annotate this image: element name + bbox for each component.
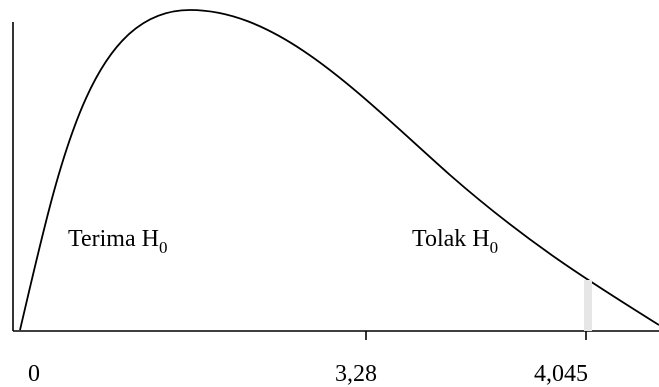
reject-region-subscript: 0 (490, 238, 499, 257)
tick-label-4-045: 4,045 (534, 361, 588, 387)
tick-label-3-28: 3,28 (335, 361, 377, 387)
density-curve (19, 9, 659, 331)
critical-value-marker (584, 280, 592, 331)
tick-label-origin: 0 (28, 361, 40, 387)
accept-region-text: Terima H (68, 226, 159, 252)
reject-region-text: Tolak H (412, 226, 490, 252)
accept-region-subscript: 0 (159, 238, 168, 257)
reject-region-label: Tolak H0 (412, 226, 498, 257)
accept-region-label: Terima H0 (68, 226, 167, 257)
